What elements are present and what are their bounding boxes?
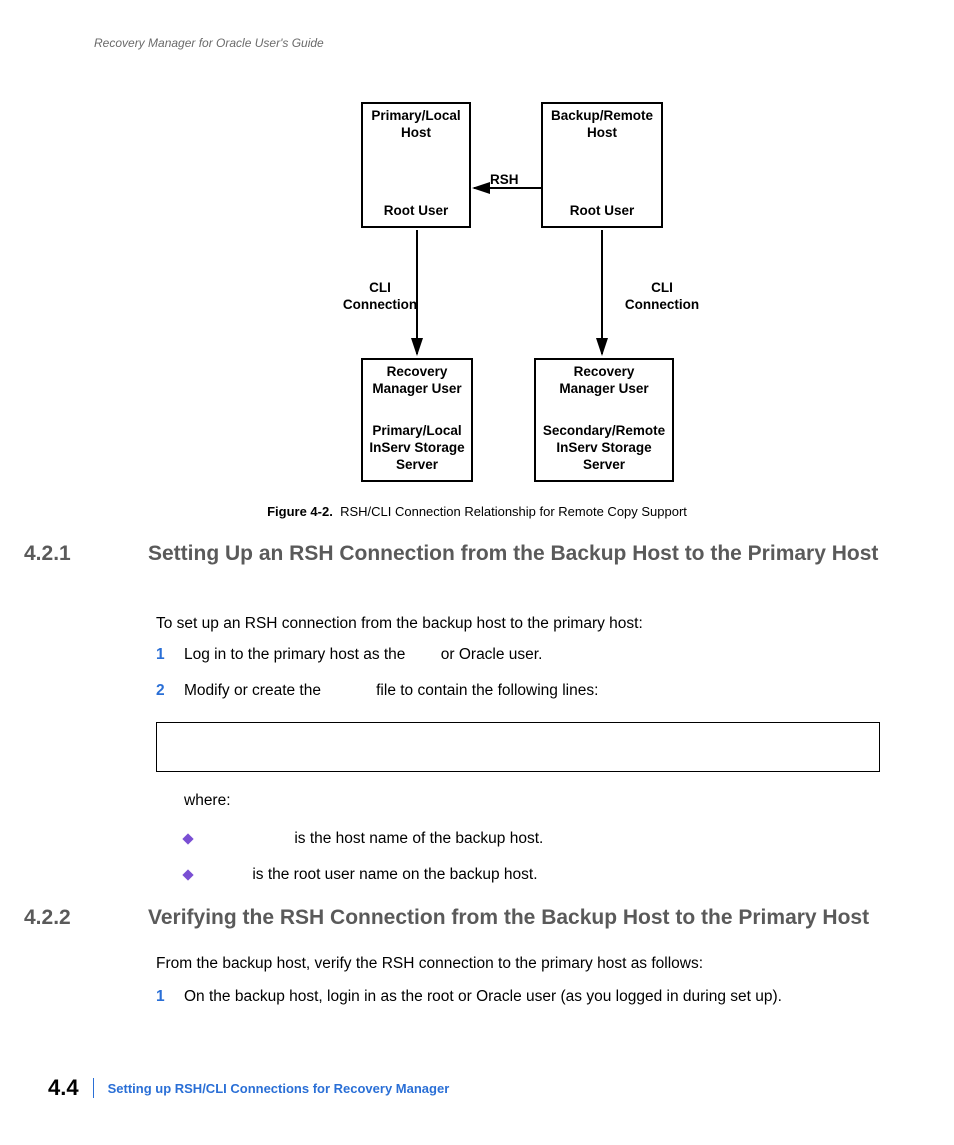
figure-caption: Figure 4-2. RSH/CLI Connection Relations… [0,504,954,519]
list-number: 1 [156,646,165,664]
section-number: 4.2.2 [86,904,148,932]
figure-caption-text2: RSH/CLI Connection Relationship for Remo… [340,504,687,519]
ordered-list-421b: 2 Modify or create the .rhosts file to c… [156,682,880,718]
footer-chapter-title: Setting up RSH/CLI Connections for Recov… [108,1081,450,1096]
list-text: On the backup host, login in as the root… [184,988,782,1005]
list-text: Log in to the primary host as the root o… [184,646,542,663]
list-item: 1 Log in to the primary host as the root… [156,646,880,664]
list-item: 1 On the backup host, login in as the ro… [156,988,880,1006]
section-title: Setting Up an RSH Connection from the Ba… [148,542,878,565]
list-text: Modify or create the .rhosts file to con… [184,682,598,699]
step2-post: file to contain the following lines: [372,682,599,699]
connectors-svg [0,102,954,502]
intro-paragraph-421: To set up an RSH connection from the bac… [156,614,880,635]
page-number: 4.4 [48,1075,79,1101]
bullet-item: is the root user name on the backup host… [184,866,880,884]
footer-divider [93,1078,94,1098]
figure-diagram: Primary/LocalHost Root User Backup/Remot… [0,102,954,502]
code-box [156,722,880,772]
bullet-text: is the root user name on the backup host… [252,866,537,883]
running-header: Recovery Manager for Oracle User's Guide [94,36,324,50]
ordered-list-422: 1 On the backup host, login in as the ro… [156,988,880,1024]
bullet-item: is the host name of the backup host. [184,830,880,848]
diamond-bullet-icon [182,869,193,880]
where-label: where: [184,792,231,810]
step1-post: or Oracle user. [436,646,542,663]
step2-pre: Modify or create the [184,682,325,699]
section-heading-422: 4.2.2Verifying the RSH Connection from t… [86,904,894,932]
diamond-bullet-icon [182,833,193,844]
bullet-text: is the host name of the backup host. [294,830,543,847]
ordered-list-421: 1 Log in to the primary host as the root… [156,646,880,682]
step1-pre: Log in to the primary host as the [184,646,410,663]
page-footer: 4.4 Setting up RSH/CLI Connections for R… [48,1075,914,1101]
intro-paragraph-422: From the backup host, verify the RSH con… [156,954,880,975]
section-heading-421: 4.2.1Setting Up an RSH Connection from t… [86,540,894,568]
figure-label: Figure 4-2. [267,504,333,519]
section-title: Verifying the RSH Connection from the Ba… [148,906,869,929]
section-number: 4.2.1 [86,540,148,568]
list-number: 1 [156,988,165,1006]
list-item: 2 Modify or create the .rhosts file to c… [156,682,880,700]
list-number: 2 [156,682,165,700]
